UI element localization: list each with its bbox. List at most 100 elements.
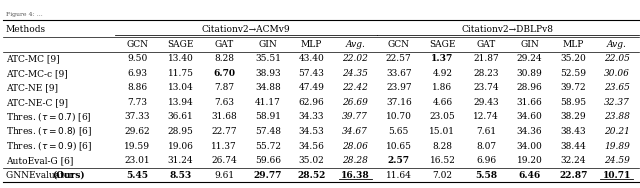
Text: Citationv2→ACMv9: Citationv2→ACMv9: [202, 25, 291, 34]
Text: 16.38: 16.38: [340, 171, 369, 180]
Text: 13.04: 13.04: [168, 83, 193, 92]
Text: 34.56: 34.56: [299, 142, 324, 151]
Text: 9.50: 9.50: [127, 54, 147, 63]
Text: 32.37: 32.37: [604, 98, 630, 107]
Text: GAT: GAT: [476, 40, 495, 49]
Text: 8.28: 8.28: [433, 142, 452, 151]
Text: 10.71: 10.71: [603, 171, 631, 180]
Text: 23.88: 23.88: [604, 112, 630, 121]
Text: 7.61: 7.61: [476, 127, 496, 136]
Text: 8.53: 8.53: [170, 171, 192, 180]
Text: 9.61: 9.61: [214, 171, 234, 180]
Text: 7.63: 7.63: [214, 98, 234, 107]
Text: GIN: GIN: [259, 40, 277, 49]
Text: 39.77: 39.77: [342, 112, 368, 121]
Text: 5.58: 5.58: [475, 171, 497, 180]
Text: 8.28: 8.28: [214, 54, 234, 63]
Text: MLP: MLP: [563, 40, 584, 49]
Text: SAGE: SAGE: [168, 40, 194, 49]
Text: 28.96: 28.96: [516, 83, 543, 92]
Text: Thres. ($\tau = 0.8$) [6]: Thres. ($\tau = 0.8$) [6]: [6, 125, 92, 138]
Text: 1.86: 1.86: [433, 83, 452, 92]
Text: 55.72: 55.72: [255, 142, 281, 151]
Text: 19.59: 19.59: [124, 142, 150, 151]
Text: 35.20: 35.20: [561, 54, 586, 63]
Text: Citationv2→DBLPv8: Citationv2→DBLPv8: [462, 25, 554, 34]
Text: 19.20: 19.20: [516, 156, 543, 165]
Text: 5.45: 5.45: [126, 171, 148, 180]
Text: 8.86: 8.86: [127, 83, 147, 92]
Text: MLP: MLP: [301, 40, 322, 49]
Text: 7.02: 7.02: [433, 171, 452, 180]
Text: 31.24: 31.24: [168, 156, 193, 165]
Text: 11.75: 11.75: [168, 69, 194, 78]
Text: ATC-MC [9]: ATC-MC [9]: [6, 54, 60, 63]
Text: 33.67: 33.67: [386, 69, 412, 78]
Text: 28.52: 28.52: [298, 171, 326, 180]
Text: GNNEvaluator: GNNEvaluator: [6, 171, 76, 180]
Text: 16.52: 16.52: [429, 156, 455, 165]
Text: 30.89: 30.89: [516, 69, 543, 78]
Text: 6.70: 6.70: [213, 69, 236, 78]
Text: 5.65: 5.65: [388, 127, 409, 136]
Text: 35.02: 35.02: [299, 156, 324, 165]
Text: 38.44: 38.44: [561, 142, 586, 151]
Text: 28.23: 28.23: [473, 69, 499, 78]
Text: 62.96: 62.96: [299, 98, 324, 107]
Text: 28.06: 28.06: [342, 142, 368, 151]
Text: 52.59: 52.59: [560, 69, 586, 78]
Text: 22.87: 22.87: [559, 171, 588, 180]
Text: (Ours): (Ours): [52, 171, 84, 180]
Text: GCN: GCN: [126, 40, 148, 49]
Text: 34.33: 34.33: [299, 112, 324, 121]
Text: 29.62: 29.62: [124, 127, 150, 136]
Text: 59.66: 59.66: [255, 156, 281, 165]
Text: 22.05: 22.05: [604, 54, 630, 63]
Text: 19.89: 19.89: [604, 142, 630, 151]
Text: 38.29: 38.29: [561, 112, 586, 121]
Text: 23.97: 23.97: [386, 83, 412, 92]
Text: Avg.: Avg.: [607, 40, 627, 49]
Text: 34.60: 34.60: [516, 112, 543, 121]
Text: 2.57: 2.57: [388, 156, 410, 165]
Text: 35.51: 35.51: [255, 54, 281, 63]
Text: 36.61: 36.61: [168, 112, 193, 121]
Text: 39.72: 39.72: [561, 83, 586, 92]
Text: 15.01: 15.01: [429, 127, 456, 136]
Text: 8.07: 8.07: [476, 142, 496, 151]
Text: 28.28: 28.28: [342, 156, 368, 165]
Text: GAT: GAT: [214, 40, 234, 49]
Text: 6.96: 6.96: [476, 156, 496, 165]
Text: 23.01: 23.01: [124, 156, 150, 165]
Text: 11.37: 11.37: [211, 142, 237, 151]
Text: 26.69: 26.69: [342, 98, 368, 107]
Text: Figure 4: ...: Figure 4: ...: [6, 12, 42, 17]
Text: AutoEval-G [6]: AutoEval-G [6]: [6, 156, 73, 165]
Text: 13.40: 13.40: [168, 54, 193, 63]
Text: 34.36: 34.36: [517, 127, 543, 136]
Text: 22.77: 22.77: [211, 127, 237, 136]
Text: 23.05: 23.05: [429, 112, 455, 121]
Text: 6.46: 6.46: [518, 171, 541, 180]
Text: Avg.: Avg.: [345, 40, 365, 49]
Text: 10.65: 10.65: [386, 142, 412, 151]
Text: SAGE: SAGE: [429, 40, 456, 49]
Text: 57.48: 57.48: [255, 127, 281, 136]
Text: 23.74: 23.74: [473, 83, 499, 92]
Text: 24.59: 24.59: [604, 156, 630, 165]
Text: 29.43: 29.43: [473, 98, 499, 107]
Text: 1.37: 1.37: [431, 54, 454, 63]
Text: 20.21: 20.21: [604, 127, 630, 136]
Text: 43.40: 43.40: [299, 54, 324, 63]
Text: 10.70: 10.70: [386, 112, 412, 121]
Text: 41.17: 41.17: [255, 98, 281, 107]
Text: 34.88: 34.88: [255, 83, 281, 92]
Text: 22.42: 22.42: [342, 83, 368, 92]
Text: 32.24: 32.24: [561, 156, 586, 165]
Text: 22.57: 22.57: [386, 54, 412, 63]
Text: 19.06: 19.06: [168, 142, 193, 151]
Text: 22.02: 22.02: [342, 54, 368, 63]
Text: 34.53: 34.53: [299, 127, 324, 136]
Text: 21.87: 21.87: [473, 54, 499, 63]
Text: 30.06: 30.06: [604, 69, 630, 78]
